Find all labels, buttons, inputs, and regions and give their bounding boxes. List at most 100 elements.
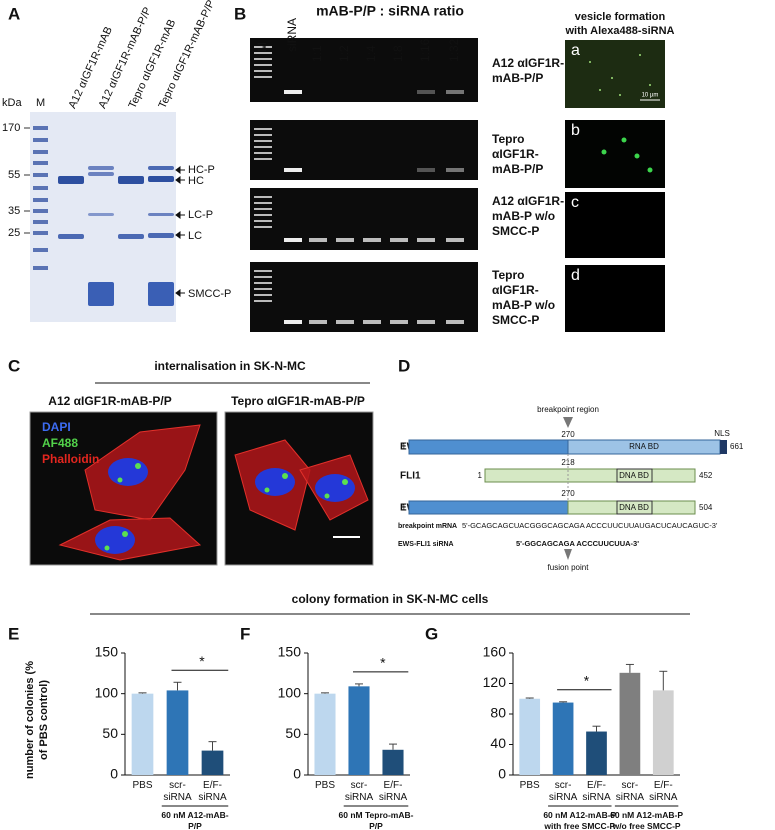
- sirna-band: [417, 90, 435, 94]
- position-label: 661: [730, 442, 744, 451]
- marker-band: [254, 158, 272, 160]
- protein-label: FLI1: [400, 471, 421, 482]
- sirna-band: [309, 320, 327, 324]
- row-label: Tepro αIGF1R-mAB-P w/o SMCC-P: [492, 268, 556, 327]
- marker-band: [33, 161, 48, 165]
- marker-band: [33, 220, 48, 224]
- ratio-label: 1:2: [337, 45, 351, 62]
- vesicle: [324, 493, 330, 499]
- group-label: 60 nM A12-mAB-P w/o free SMCC-P: [610, 810, 684, 830]
- vesicle: [649, 84, 651, 86]
- marker-band: [254, 140, 272, 142]
- bar: [552, 702, 574, 775]
- sirna-band: [363, 238, 381, 242]
- marker-band: [254, 294, 272, 296]
- domain-bar: [616, 500, 653, 515]
- position-label: 452: [699, 471, 713, 480]
- sirna-band: [309, 238, 327, 242]
- y-tick-label: 100: [278, 684, 302, 700]
- vesicle: [639, 54, 641, 56]
- position-label: 270: [561, 430, 575, 439]
- band-label: SMCC-P: [188, 288, 231, 300]
- x-tick-label: PBS: [132, 780, 153, 791]
- bar: [131, 693, 154, 775]
- vesicle-image: [565, 192, 665, 258]
- ratio-label: 1:1: [310, 45, 324, 62]
- x-tick-label: scr-siRNA: [548, 780, 578, 803]
- marker-band: [33, 266, 48, 270]
- vesicle: [117, 477, 123, 483]
- size-label: 55: [8, 169, 20, 181]
- vesicle: [647, 167, 653, 173]
- x-tick-label: scr-siRNA: [344, 780, 374, 803]
- sirna-band: [284, 320, 302, 324]
- sequence-label: EWS-FLI1 siRNA: [398, 541, 454, 548]
- panel-letter: F: [240, 624, 250, 643]
- sirna-band: [363, 320, 381, 324]
- y-tick-label: 0: [293, 766, 301, 782]
- arrow: [175, 289, 185, 297]
- vesicle: [589, 61, 591, 63]
- sirna-band: [284, 168, 302, 172]
- marker-band: [254, 288, 272, 290]
- x-tick-label: E/F-siRNA: [649, 780, 678, 803]
- ratio-label: 1:4: [364, 45, 378, 62]
- x-tick-label: E/F-siRNA: [198, 780, 227, 803]
- protein-band: [58, 176, 84, 184]
- vesicle: [619, 94, 621, 96]
- gel-bands: [33, 126, 174, 306]
- nls-bar: [720, 440, 727, 454]
- position-label: 1: [402, 442, 407, 451]
- y-tick-label: 80: [490, 705, 506, 721]
- marker-band: [254, 276, 272, 278]
- marker-band: [254, 64, 272, 66]
- marker-band: [254, 214, 272, 216]
- vesicle: [601, 149, 607, 155]
- protein-band: [148, 166, 174, 170]
- x-tick-label: E/F-siRNA: [582, 780, 611, 803]
- unit-label: kDa: [2, 97, 22, 109]
- sirna-band: [417, 238, 435, 242]
- marker-band: [33, 138, 48, 142]
- sirna-band: [446, 168, 464, 172]
- arrow: [175, 176, 185, 184]
- sequence: 5'-GCAGCAGCUACGGGCAGCAGA ACCCUUCUUAUGACU…: [462, 521, 718, 530]
- y-tick-label: 0: [110, 766, 118, 782]
- domain-label: DNA BD: [619, 503, 649, 512]
- domain-bar: [408, 500, 569, 515]
- significance-label: *: [380, 655, 386, 671]
- band-label: HC-P: [188, 164, 215, 176]
- sequence-label: breakpoint mRNA: [398, 523, 457, 530]
- protein-band: [88, 172, 114, 176]
- marker-label: M: [36, 97, 45, 109]
- band-label: LC: [188, 230, 202, 242]
- significance-label: *: [199, 653, 205, 669]
- image-letter: c: [571, 194, 579, 211]
- marker-band: [33, 198, 48, 202]
- arrow: [175, 211, 185, 219]
- marker-band: [254, 282, 272, 284]
- marker-band: [254, 220, 272, 222]
- scale-label: 10 µm: [642, 93, 659, 99]
- marker-band: [254, 76, 272, 78]
- marker-band: [254, 128, 272, 130]
- arrow: [175, 166, 185, 174]
- position-label: 1: [478, 471, 483, 480]
- y-tick-label: 160: [483, 644, 507, 660]
- marker-band: [33, 209, 48, 213]
- sirna-band: [284, 90, 302, 94]
- vesicle: [122, 531, 128, 537]
- fusion-label: fusion point: [548, 563, 590, 572]
- x-tick-label: PBS: [519, 780, 540, 791]
- marker-band: [254, 300, 272, 302]
- position-label: 1: [402, 503, 407, 512]
- panel-letter: G: [425, 624, 438, 643]
- size-label: 35: [8, 205, 20, 217]
- microscopy-images: [29, 411, 374, 566]
- vesicle-image: [565, 40, 665, 108]
- marker-band: [254, 202, 272, 204]
- sirna-band: [336, 320, 354, 324]
- marker-band: [254, 270, 272, 272]
- y-tick-label: 120: [483, 674, 507, 690]
